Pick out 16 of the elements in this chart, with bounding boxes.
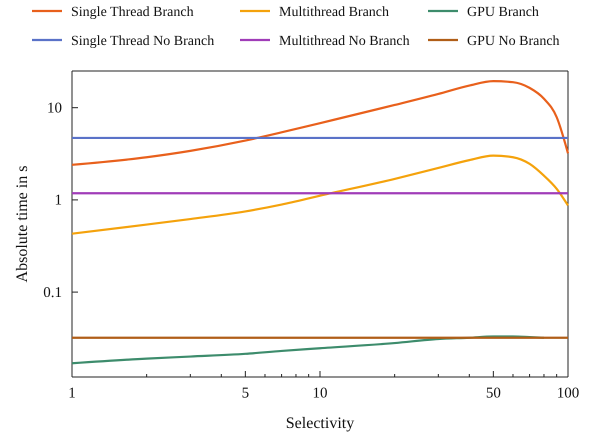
y-tick-label: 1 (54, 192, 62, 209)
y-tick-label: 10 (47, 100, 62, 116)
legend-label: GPU Branch (467, 5, 539, 20)
x-tick-label: 10 (312, 386, 328, 402)
legend-label: Single Thread No Branch (71, 34, 214, 49)
x-tick-label: 100 (556, 386, 580, 402)
legend-label: Multithread No Branch (279, 34, 410, 49)
x-tick-label: 1 (68, 386, 76, 402)
legend-label: Single Thread Branch (71, 5, 194, 20)
legend-label: Multithread Branch (279, 5, 390, 20)
x-tick-label: 50 (486, 386, 501, 402)
y-axis-title: Absolute time in s (14, 166, 31, 282)
x-axis-title: Selectivity (286, 415, 354, 432)
y-tick-label: 0.1 (43, 284, 62, 301)
x-tick-label: 5 (242, 386, 250, 402)
legend-label: GPU No Branch (467, 34, 560, 49)
